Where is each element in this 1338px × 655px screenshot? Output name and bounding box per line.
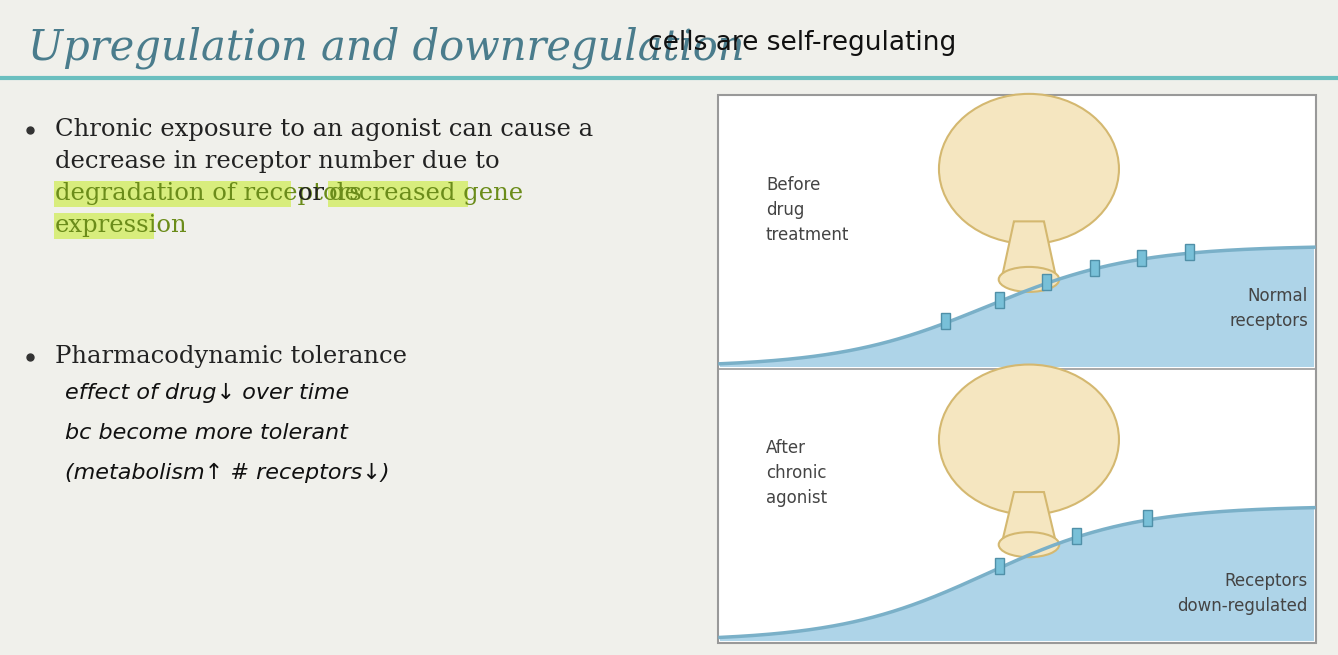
Text: effect of drug↓ over time: effect of drug↓ over time	[66, 383, 349, 403]
Ellipse shape	[939, 94, 1119, 244]
Text: decreased gene: decreased gene	[329, 182, 523, 205]
Bar	[54, 181, 292, 207]
Bar	[1042, 274, 1052, 290]
Bar	[1137, 250, 1147, 266]
Text: cells are self-regulating: cells are self-regulating	[648, 30, 957, 56]
Bar	[1089, 259, 1098, 276]
Polygon shape	[720, 247, 1314, 367]
Text: After
chronic
agonist: After chronic agonist	[765, 439, 827, 507]
Text: expression: expression	[55, 214, 187, 237]
Text: Receptors
down-regulated: Receptors down-regulated	[1177, 572, 1309, 615]
Bar	[719, 95, 1317, 643]
Bar	[328, 181, 467, 207]
Bar	[1143, 510, 1152, 527]
Text: (metabolism↑ # receptors↓): (metabolism↑ # receptors↓)	[66, 463, 389, 483]
Text: degradation of receptors: degradation of receptors	[55, 182, 361, 205]
Text: Chronic exposure to an agonist can cause a: Chronic exposure to an agonist can cause…	[55, 118, 593, 141]
Ellipse shape	[998, 267, 1060, 292]
Bar	[1184, 244, 1193, 259]
Text: Pharmacodynamic tolerance: Pharmacodynamic tolerance	[55, 345, 407, 368]
Text: Before
drug
treatment: Before drug treatment	[765, 176, 850, 244]
Text: Normal
receptors: Normal receptors	[1230, 288, 1309, 330]
Polygon shape	[1001, 492, 1057, 545]
Polygon shape	[1001, 221, 1057, 280]
Text: decrease in receptor number due to: decrease in receptor number due to	[55, 150, 499, 173]
Text: bc become more tolerant: bc become more tolerant	[66, 423, 348, 443]
Bar	[1072, 528, 1081, 544]
Ellipse shape	[939, 365, 1119, 515]
Text: or: or	[290, 182, 332, 205]
Text: Upregulation and downregulation: Upregulation and downregulation	[28, 27, 744, 69]
Bar	[994, 558, 1004, 574]
Bar	[54, 213, 154, 239]
Polygon shape	[720, 508, 1314, 641]
Ellipse shape	[998, 532, 1060, 557]
Bar	[994, 291, 1004, 308]
Bar	[941, 313, 950, 329]
